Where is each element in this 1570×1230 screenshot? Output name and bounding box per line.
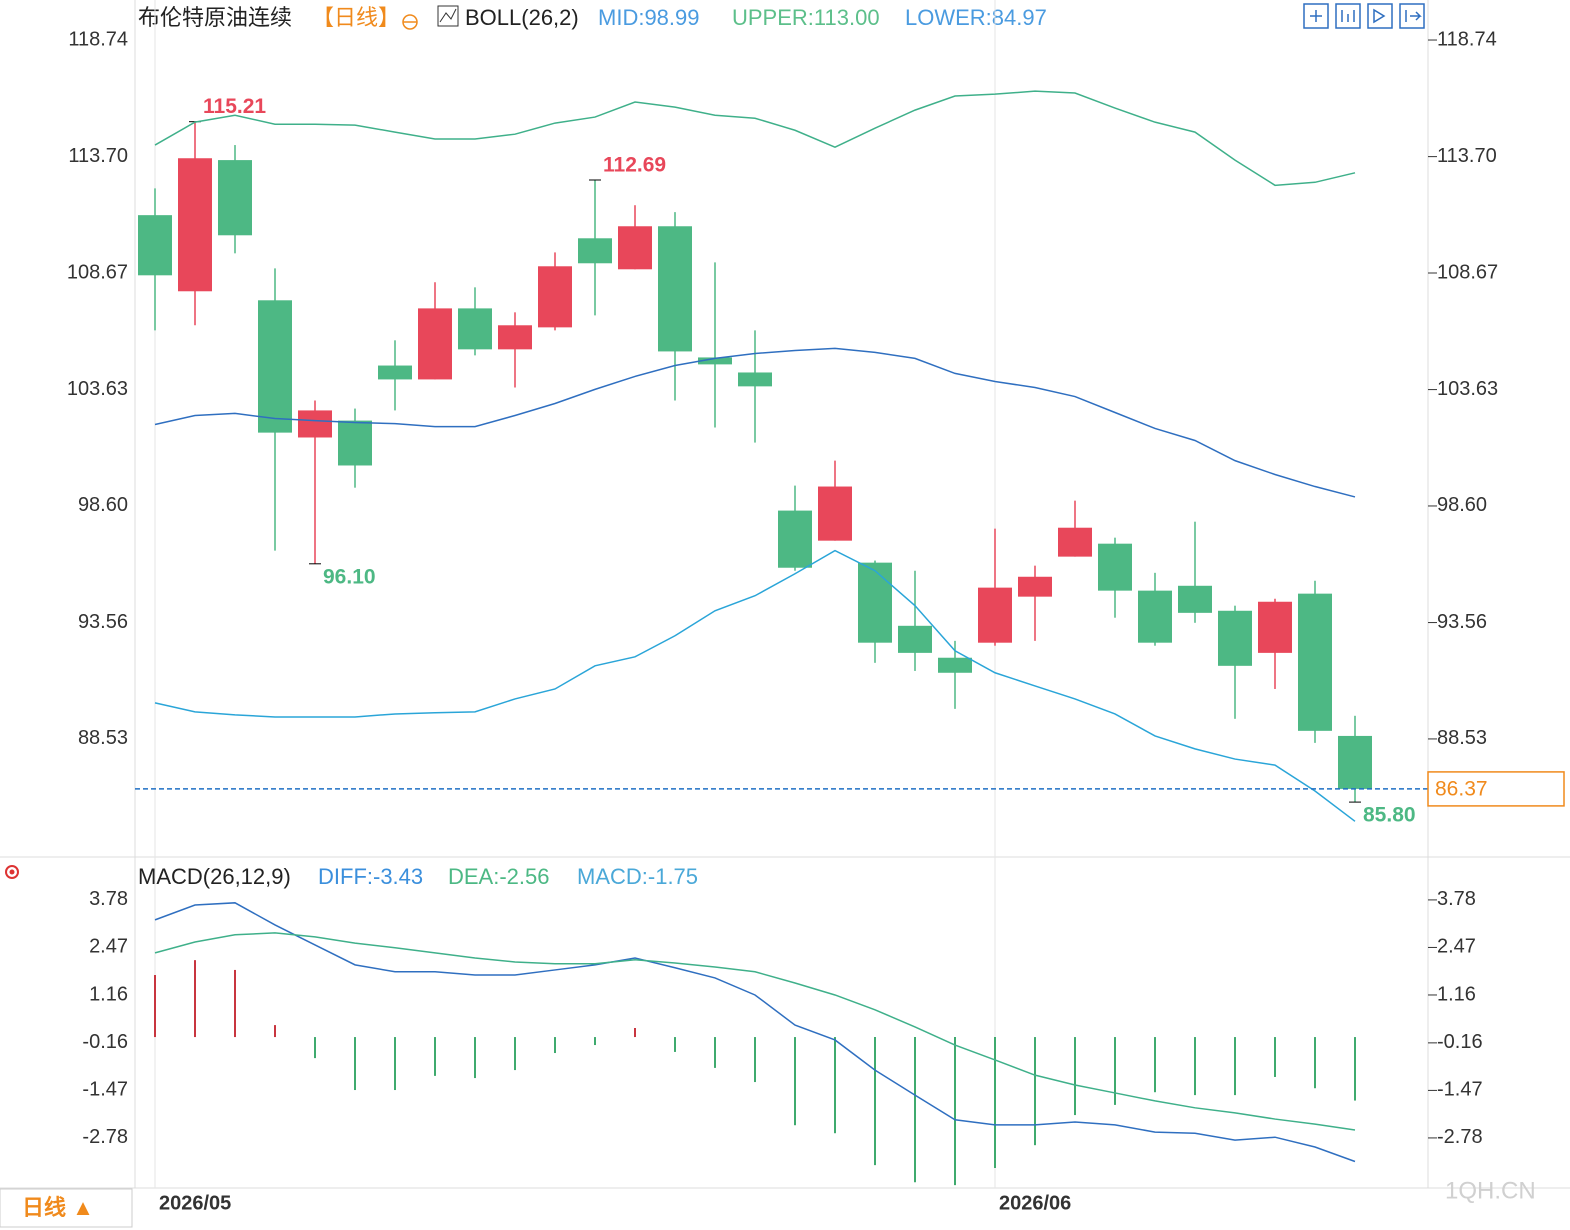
last-price-label: 86.37 (1435, 777, 1488, 800)
period: 【日线】 (312, 5, 400, 30)
y-tick-label: 108.67 (67, 261, 128, 283)
y-tick-label: -0.16 (82, 1031, 128, 1053)
candle-body (1298, 593, 1332, 731)
y-tick-label-right: -0.16 (1437, 1031, 1483, 1053)
y-tick-label: 93.56 (78, 611, 128, 633)
y-tick-label: 113.70 (68, 145, 128, 167)
indicator-line (154, 549, 1356, 822)
settings-icon[interactable] (5, 865, 19, 879)
candle-body (1138, 590, 1172, 643)
instrument-name: 布伦特原油连续 (138, 5, 292, 30)
candle-body (578, 238, 612, 264)
settings-icon (9, 869, 15, 875)
candle-body (378, 365, 412, 380)
candle-body (1058, 527, 1092, 557)
indicator-value: DEA:-2.56 (448, 864, 550, 889)
watermark: 1QH.CN (1445, 1177, 1536, 1204)
tool-button[interactable] (1367, 3, 1393, 29)
candle-body (178, 158, 212, 292)
candle-body (898, 625, 932, 653)
high-label: 115.21 (203, 95, 266, 118)
y-tick-label-right: 118.74 (1437, 28, 1497, 50)
y-tick-label-right: -2.78 (1437, 1126, 1483, 1148)
candle-body (1098, 543, 1132, 591)
period-button[interactable] (0, 1188, 133, 1228)
candle-body (138, 215, 172, 276)
indicator-line (154, 932, 1356, 1131)
indicator-icon (439, 8, 457, 23)
y-tick-label-right: 108.67 (1437, 261, 1498, 283)
y-tick-label: 98.60 (78, 494, 128, 516)
tool-button[interactable] (1399, 3, 1425, 29)
period-button-label: 日线 ▲ (22, 1195, 94, 1220)
y-tick-label: 103.63 (67, 378, 128, 400)
y-tick-label-right: 113.70 (1437, 145, 1497, 167)
low-label: 96.10 (323, 565, 376, 588)
candle-body (658, 226, 692, 352)
x-tick-label: 2026/05 (159, 1192, 231, 1214)
indicator-value: UPPER:113.00 (732, 5, 880, 30)
candle-body (298, 410, 332, 438)
candle-body (538, 266, 572, 328)
candle-body (1218, 610, 1252, 666)
y-tick-label: 2.47 (89, 936, 128, 958)
y-tick-label-right: 93.56 (1437, 611, 1487, 633)
low-label: 85.80 (1363, 804, 1416, 827)
y-tick-label-right: 103.63 (1437, 378, 1498, 400)
y-tick-label-right: 1.16 (1437, 983, 1476, 1005)
indicator-name: MACD(26,12,9) (138, 864, 291, 889)
y-tick-label-right: 3.78 (1437, 888, 1476, 910)
y-tick-label: -1.47 (82, 1079, 128, 1101)
indicator-icon[interactable] (437, 5, 459, 27)
indicator-name: BOLL(26,2) (465, 5, 579, 30)
candle-body (738, 372, 772, 387)
candle-body (258, 300, 292, 433)
candle-body (1018, 576, 1052, 597)
tool-icons (1310, 8, 1422, 24)
last-price-box (1427, 771, 1565, 807)
y-tick-label-right: 88.53 (1437, 727, 1487, 749)
tool-button[interactable] (1303, 3, 1329, 29)
candle-body (498, 325, 532, 350)
candle-body (458, 308, 492, 350)
indicator-line (154, 90, 1356, 187)
indicator-line (154, 347, 1356, 498)
candle-body (218, 160, 252, 236)
toolbar (1303, 3, 1425, 29)
y-tick-label: 3.78 (89, 888, 128, 910)
candle-body (1178, 585, 1212, 613)
indicator-value: MID:98.99 (598, 5, 700, 30)
candle-body (818, 486, 852, 541)
x-tick-label: 2026/06 (999, 1192, 1071, 1214)
y-tick-label-right: -1.47 (1437, 1079, 1483, 1101)
candle-body (418, 308, 452, 380)
candle-body (338, 420, 372, 466)
y-tick-label: 88.53 (78, 727, 128, 749)
candle-body (1338, 735, 1372, 789)
candle-body (778, 510, 812, 568)
candle-body (978, 587, 1012, 643)
y-tick-label: -2.78 (82, 1126, 128, 1148)
y-tick-label: 118.74 (68, 28, 128, 50)
y-tick-label-right: 2.47 (1437, 936, 1476, 958)
candle-body (858, 562, 892, 643)
candle-body (938, 657, 972, 673)
candle-body (618, 226, 652, 270)
tool-button[interactable] (1335, 3, 1361, 29)
candle-body (1258, 601, 1292, 653)
indicator-value: MACD:-1.75 (577, 864, 698, 889)
y-tick-label-right: 98.60 (1437, 494, 1487, 516)
high-label: 112.69 (603, 154, 666, 177)
candle-body (698, 357, 732, 365)
indicator-value: LOWER:84.97 (905, 5, 1047, 30)
indicator-value: DIFF:-3.43 (318, 864, 423, 889)
y-tick-label: 1.16 (89, 983, 128, 1005)
indicator-line (154, 902, 1356, 1163)
